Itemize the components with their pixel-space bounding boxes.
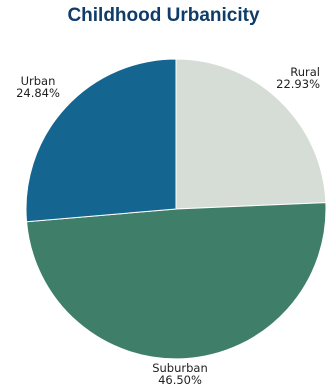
pie-labels: Rural 22.93% Suburban 46.50% Urban 24.84% [16, 65, 320, 387]
slice-label-urban: Urban 24.84% [16, 74, 60, 100]
pie-slices [25, 58, 327, 360]
pie-slice-urban [25, 58, 177, 223]
chart-title: Childhood Urbanicity [67, 5, 260, 26]
slice-label-suburban: Suburban 46.50% [152, 361, 208, 387]
slice-label-rural: Rural 22.93% [276, 65, 320, 91]
pie-slice-rural [175, 58, 327, 210]
pie-slice-suburban [25, 202, 327, 360]
